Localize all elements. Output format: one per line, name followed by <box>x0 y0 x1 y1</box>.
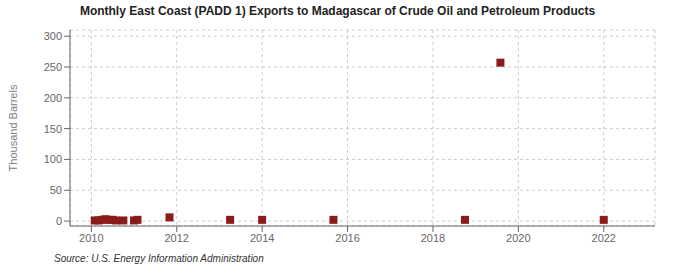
svg-text:2010: 2010 <box>79 232 103 244</box>
svg-text:50: 50 <box>50 184 62 196</box>
svg-text:2022: 2022 <box>592 232 616 244</box>
svg-text:2020: 2020 <box>506 232 530 244</box>
svg-text:2018: 2018 <box>421 232 445 244</box>
svg-text:300: 300 <box>44 30 62 42</box>
svg-text:150: 150 <box>44 123 62 135</box>
svg-text:100: 100 <box>44 153 62 165</box>
html-text:Monthly East Coast (PADD 1) Ex: Monthly East Coast (PADD 1) Exports to M… <box>79 4 596 18</box>
svg-text:2016: 2016 <box>335 232 359 244</box>
svg-text:0: 0 <box>56 215 62 227</box>
svg-text:2014: 2014 <box>250 232 274 244</box>
html-text:Source: U.S. Energy Informatio: Source: U.S. Energy Information Administ… <box>54 253 264 264</box>
svg-text:250: 250 <box>44 61 62 73</box>
svg-text:2012: 2012 <box>165 232 189 244</box>
svg-text:Thousand Barrels: Thousand Barrels <box>8 84 19 171</box>
svg-text:200: 200 <box>44 92 62 104</box>
